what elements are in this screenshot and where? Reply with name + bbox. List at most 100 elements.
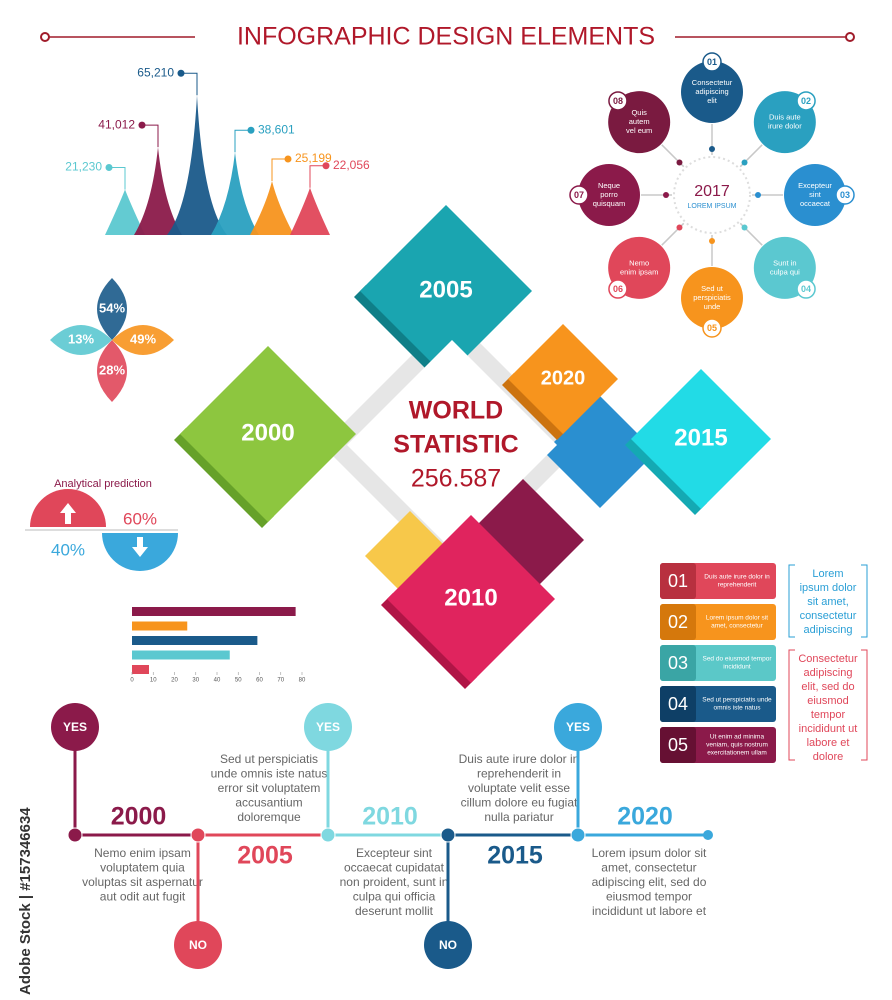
item-text: Nemo xyxy=(629,258,649,267)
petal-label: 13% xyxy=(68,331,94,346)
arrow-down xyxy=(132,537,148,557)
note-text: elit, sed do xyxy=(801,681,854,693)
item-circle xyxy=(578,164,640,226)
bar xyxy=(132,650,230,660)
list-number-box xyxy=(660,604,696,640)
petal xyxy=(112,325,174,355)
item-number: 08 xyxy=(613,96,623,106)
list-text: Sed ut perspiciatis unde xyxy=(702,697,772,704)
list-number-box xyxy=(660,563,696,599)
bar xyxy=(132,607,296,616)
leader-line xyxy=(309,165,326,188)
bar xyxy=(132,621,188,631)
petal-label: 54% xyxy=(99,300,125,315)
value-label: 25,199 xyxy=(295,151,332,165)
timeline-text: voluptate velit esse xyxy=(468,781,570,795)
item-badge xyxy=(796,279,816,299)
title-dot xyxy=(845,32,855,42)
timeline-text: occaecat cupidatat xyxy=(344,861,445,875)
timeline-year: 2000 xyxy=(111,803,167,831)
item-text: Quis xyxy=(631,108,647,117)
x-tick-label: 0 xyxy=(130,678,134,684)
x-tick-label: 20 xyxy=(171,678,178,684)
answer-circle xyxy=(304,703,352,751)
list-number-box xyxy=(660,645,696,681)
list-text: incididunt xyxy=(723,664,751,671)
answer-circle xyxy=(51,703,99,751)
timeline-text: Excepteur sint xyxy=(356,846,433,860)
center-value: 256.587 xyxy=(411,465,501,493)
value-label: 65,210 xyxy=(137,65,174,79)
item-text: culpa qui xyxy=(770,267,800,276)
item-text: Excepteur xyxy=(798,181,832,190)
timeline-text: Lorem ipsum dolor sit xyxy=(592,846,707,860)
item-text: quisquam xyxy=(593,199,626,208)
note-text: Consectetur xyxy=(798,653,858,665)
note-text: tempor xyxy=(811,709,846,721)
diamond xyxy=(387,515,555,683)
leader-line xyxy=(234,129,251,153)
list-number: 05 xyxy=(668,735,688,755)
timeline-node xyxy=(570,827,586,843)
note-text: incididunt ut xyxy=(799,723,858,735)
value-label: 21,230 xyxy=(65,160,102,174)
item-circle xyxy=(681,267,743,329)
timeline-text: aut odit aut fugit xyxy=(100,890,186,904)
diamond xyxy=(508,324,618,434)
item-text: sint xyxy=(809,190,822,199)
item-circle xyxy=(784,164,846,226)
bracket xyxy=(788,564,868,638)
timeline-text: cillum dolore eu fugiat xyxy=(461,796,578,810)
item-text: Duis aute xyxy=(769,113,801,122)
diamond xyxy=(180,346,356,522)
item-text: Sunt in xyxy=(773,258,796,267)
item-text: vel eum xyxy=(626,126,652,135)
item-circle xyxy=(681,61,743,123)
note-text: adipiscing xyxy=(804,667,853,679)
timeline-node xyxy=(67,827,83,843)
item-badge xyxy=(835,185,855,205)
timeline-text: nulla pariatur xyxy=(484,810,553,824)
leader-line xyxy=(142,124,159,148)
answer-label: NO xyxy=(439,938,457,952)
diamond xyxy=(631,369,771,509)
credit: Adobe Stock | #157346634 xyxy=(17,807,34,995)
center-line2: STATISTIC xyxy=(393,431,518,459)
list-text: reprehenderit xyxy=(718,582,757,589)
timeline-node xyxy=(190,827,206,843)
petal xyxy=(97,340,127,402)
list-text: Sed do eiusmod tempor xyxy=(702,656,772,663)
item-text: Consectetur xyxy=(692,78,733,87)
x-tick-label: 60 xyxy=(256,678,263,684)
spoke-dot xyxy=(663,192,669,198)
note-text: consectetur xyxy=(800,610,857,622)
prediction-down: 40% xyxy=(51,540,85,559)
note-text: eiusmod xyxy=(807,695,849,707)
value-label: 22,056 xyxy=(333,158,370,172)
timeline-text: reprehenderit in xyxy=(477,767,561,781)
leader-dot xyxy=(138,121,146,129)
list-text: veniam, quis nostrum xyxy=(706,742,768,749)
list-number: 01 xyxy=(668,571,688,591)
timeline-node xyxy=(320,827,336,843)
timeline-text: accusantium xyxy=(235,796,302,810)
value-label: 38,601 xyxy=(258,122,295,136)
note-text: dolore xyxy=(813,751,844,763)
peak xyxy=(134,147,182,235)
list-text: amet, consectetur xyxy=(711,623,763,630)
leader-dot xyxy=(284,155,292,163)
note-text: sit amet, xyxy=(807,596,849,608)
arrow-up xyxy=(60,503,76,524)
prediction-title: Analytical prediction xyxy=(54,478,152,490)
item-text: elit xyxy=(707,96,718,105)
answer-label: YES xyxy=(316,720,340,734)
spoke-dot xyxy=(755,192,761,198)
bar xyxy=(132,665,149,674)
timeline-text: non proident, sunt in xyxy=(340,875,449,889)
petal-label: 49% xyxy=(130,331,156,346)
spoke-dot xyxy=(741,159,748,166)
item-badge xyxy=(702,318,722,338)
leader-line xyxy=(109,167,126,190)
timeline-text: culpa qui officia xyxy=(353,890,436,904)
item-text: perspiciatis xyxy=(693,293,731,302)
